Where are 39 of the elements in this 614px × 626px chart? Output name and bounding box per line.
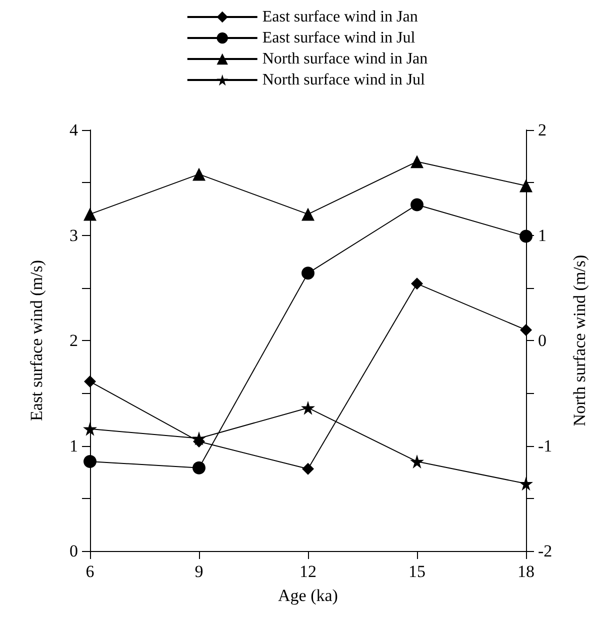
y2-tick-label: -1 (538, 436, 552, 456)
y-tick-label: 4 (70, 120, 78, 140)
x-axis-title: Age (ka) (278, 586, 338, 605)
x-tick-label: 9 (194, 562, 204, 581)
y2-tick-label: -2 (538, 542, 552, 560)
y2-axis-title: North surface wind (m/s) (570, 254, 589, 426)
y2-tick-label: 1 (538, 226, 546, 245)
y2-tick-label: 0 (538, 331, 546, 350)
point (192, 168, 206, 181)
point (302, 208, 314, 221)
y-tick-label: 1 (70, 436, 78, 456)
point (411, 278, 423, 290)
point (83, 422, 97, 436)
x-tick-label: 12 (300, 562, 316, 581)
x-tick-label: 6 (86, 562, 94, 581)
point (192, 461, 206, 474)
legend-label: North surface wind in Jul (262, 72, 426, 88)
point (84, 455, 96, 468)
point (302, 462, 314, 475)
point (84, 208, 96, 221)
point (410, 155, 424, 168)
y-tick-label: 3 (70, 226, 78, 245)
x-tick-label: 15 (408, 562, 426, 581)
point (520, 324, 532, 336)
point (410, 454, 424, 469)
legend-label: East surface wind in Jan (262, 8, 418, 26)
y2-tick-label: 2 (538, 120, 546, 140)
point (301, 400, 315, 415)
y-tick-label: 0 (70, 542, 78, 560)
x-tick-label: 18 (518, 562, 534, 581)
point (519, 476, 533, 491)
y-tick-label: 2 (70, 331, 78, 350)
point (84, 376, 96, 388)
point (410, 198, 424, 212)
legend-label: East surface wind in Jul (262, 30, 416, 46)
point (520, 179, 532, 192)
y-axis-title: East surface wind (m/s) (27, 260, 46, 421)
legend-label: North surface wind in Jan (262, 50, 428, 68)
point (302, 266, 314, 280)
